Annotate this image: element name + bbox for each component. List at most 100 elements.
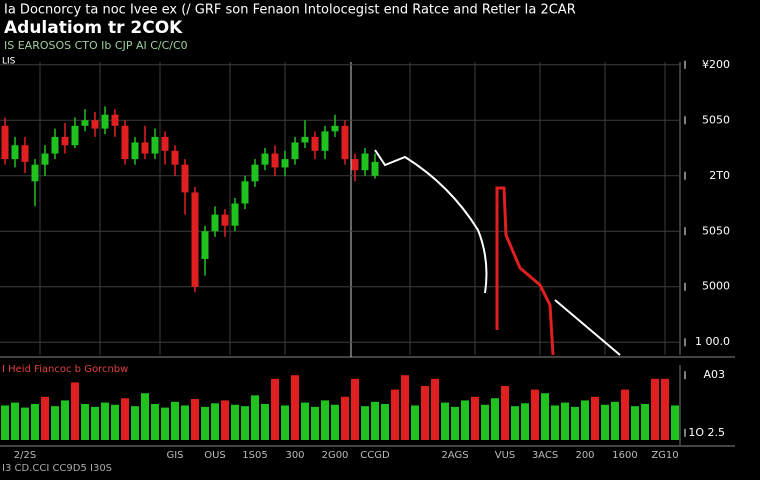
x-tick-label: VUS	[495, 450, 516, 461]
candle-body	[371, 161, 379, 176]
x-tick-label: GIS	[166, 450, 183, 461]
candle-body	[361, 153, 369, 171]
candle-body	[191, 192, 199, 287]
volume-bar	[281, 405, 289, 440]
y-tick-label: 1 00.0	[695, 335, 730, 348]
volume-bar	[351, 378, 359, 440]
candle-body	[231, 203, 239, 226]
volume-bar	[381, 404, 389, 440]
volume-bar	[61, 400, 69, 440]
volume-bar	[361, 406, 369, 440]
red-projection	[495, 186, 555, 356]
candle-body	[341, 125, 349, 160]
candle-body	[81, 120, 89, 126]
volume-bar	[441, 402, 449, 440]
candle-body	[281, 159, 289, 168]
candle-body	[1, 125, 9, 160]
candle-body	[181, 164, 189, 193]
candle-body	[141, 142, 149, 154]
footer: I3 CD.CCI CC9D5 I30S	[2, 463, 112, 474]
volume-bar	[301, 402, 309, 440]
volume-bar	[261, 404, 269, 440]
volume-bar	[251, 395, 259, 440]
x-tick-label: 200	[575, 450, 594, 461]
volume-bar	[181, 405, 189, 440]
candle-body	[101, 114, 109, 129]
volume-bar	[551, 405, 559, 440]
volume-bar	[221, 400, 229, 440]
x-tick-label: 2G00	[322, 450, 349, 461]
candle-body	[11, 145, 19, 160]
candle-body	[71, 125, 79, 146]
volume-bar	[581, 400, 589, 440]
volume-bar	[421, 386, 429, 440]
volume-bar	[71, 382, 79, 440]
candle-body	[151, 136, 159, 154]
volume-bar	[611, 401, 619, 440]
candle-body	[211, 214, 219, 232]
volume-bar	[331, 404, 339, 440]
volume-bar	[471, 396, 479, 440]
y-tick-label: ¥200	[702, 58, 730, 71]
x-tick-label: 300	[285, 450, 304, 461]
volume-bar	[521, 403, 529, 440]
volume-bar	[541, 393, 549, 440]
y-tick-label: 5000	[702, 280, 730, 293]
volume-bar	[651, 378, 659, 440]
volume-bar	[191, 398, 199, 440]
volume-bar	[641, 404, 649, 440]
y-tick-label: 5050	[702, 224, 730, 237]
candle-body	[21, 145, 29, 162]
volume-title: I Heid Fiancoc b Gorcnbw	[2, 364, 128, 375]
volume-bar	[111, 404, 119, 440]
volume-bar	[1, 405, 9, 440]
volume-bar	[661, 378, 669, 440]
candle-body	[161, 136, 169, 151]
x-tick-label: 2AGS	[441, 450, 468, 461]
volume-bar	[211, 403, 219, 440]
volume-bar	[511, 406, 519, 440]
volume-bar	[501, 386, 509, 440]
volume-bar	[491, 398, 499, 440]
volume-bar	[161, 407, 169, 440]
title: Adulatiom tr 2COK	[4, 18, 183, 38]
volume-bar	[671, 405, 679, 440]
volume-bar	[621, 389, 629, 440]
volume-bar	[311, 406, 319, 440]
projection-line	[554, 299, 621, 356]
volume-bar	[141, 393, 149, 440]
volume-bar	[271, 378, 279, 440]
volume-bar	[561, 402, 569, 440]
candle-body	[31, 164, 39, 182]
volume-bar	[51, 406, 59, 440]
candle-body	[331, 125, 339, 132]
volume-bar	[341, 396, 349, 440]
candle-body	[41, 153, 49, 165]
y-tick-label: 1O 2.5	[688, 426, 725, 439]
x-tick-label: 2/2S	[14, 450, 36, 461]
x-tick-label: 3ACS	[532, 450, 558, 461]
projection-line	[374, 149, 488, 294]
volume-bar	[431, 378, 439, 440]
vertical-grid	[39, 62, 666, 355]
volume-bar	[201, 406, 209, 440]
volume-bar	[411, 405, 419, 440]
volume-bar	[121, 398, 129, 440]
volume-bar	[31, 404, 39, 440]
candle-body	[301, 136, 309, 143]
candle-body	[201, 231, 209, 259]
volume-bar	[321, 400, 329, 440]
volume-bar	[81, 404, 89, 440]
candle-body	[91, 120, 99, 129]
volume-bar	[631, 406, 639, 440]
candle-body	[271, 153, 279, 168]
y-tick-label: 2T0	[709, 169, 730, 182]
corner-label: LIS	[2, 57, 16, 67]
top-line: Ia Docnorcy ta noc Ivee ex (/ GRF son Fe…	[4, 3, 576, 18]
volume-bar	[461, 400, 469, 440]
volume-bar	[231, 404, 239, 440]
candle-body	[311, 136, 319, 151]
volume-bar	[241, 406, 249, 440]
x-tick-label: ZG10	[651, 450, 678, 461]
